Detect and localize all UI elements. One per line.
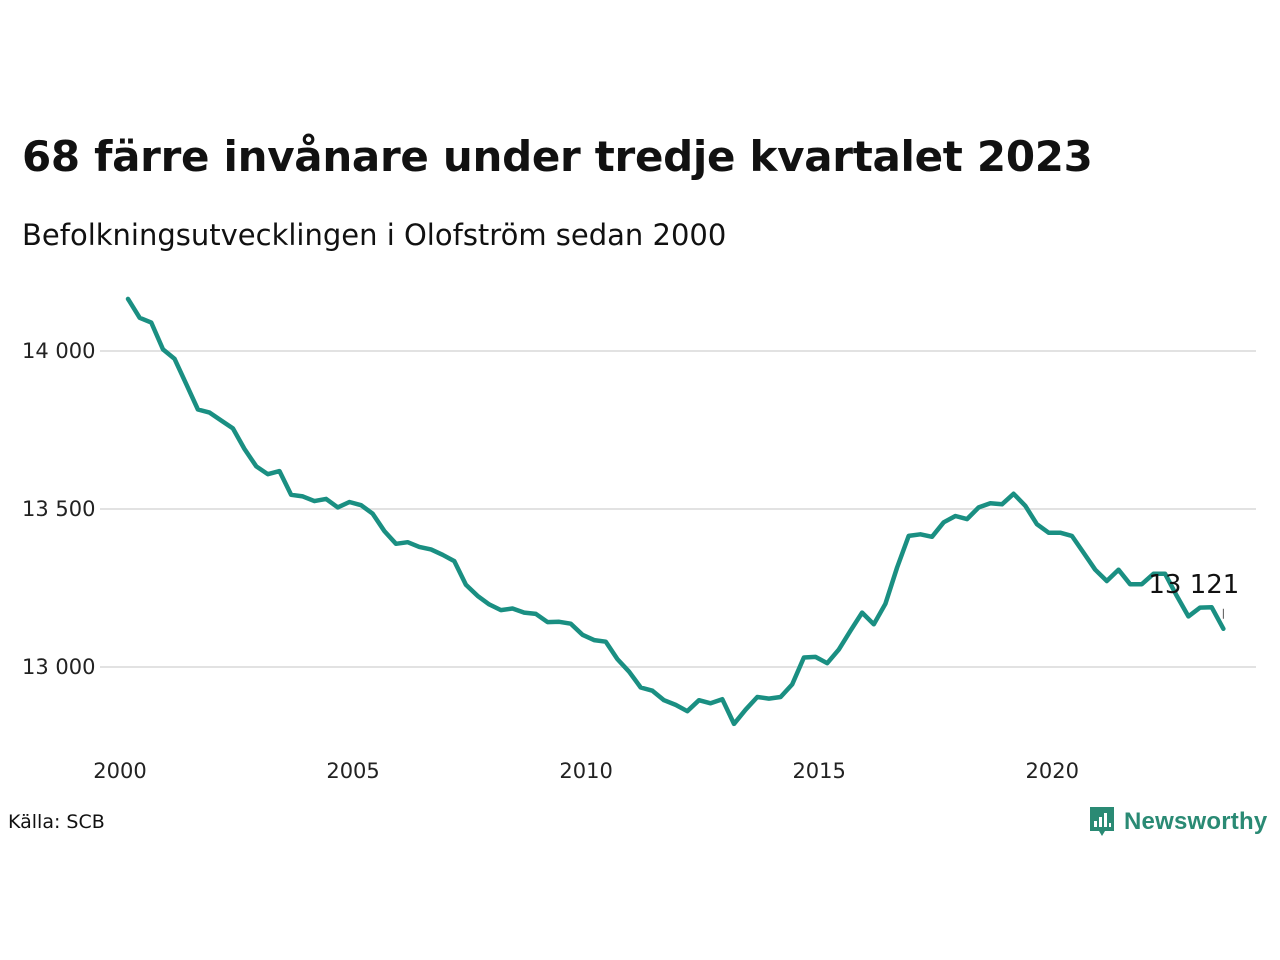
y-tick-label: 13 500 [22,497,95,521]
end-label-layer: 13 121 [1148,570,1239,619]
x-tick-label: 2020 [1026,759,1079,783]
x-tick-label: 2010 [559,759,612,783]
bar-chart-icon [1090,807,1114,836]
chart-title: 68 färre invånare under tredje kvartalet… [22,132,1093,181]
y-tick-label: 13 000 [22,655,95,679]
source-note: Källa: SCB [8,811,105,833]
x-tick-label: 2005 [326,759,379,783]
end-value-label: 13 121 [1148,570,1239,600]
newsworthy-logo[interactable]: Newsworthy [1088,804,1267,840]
y-tick-label: 14 000 [22,339,95,363]
grid-lines [100,350,1256,668]
brand-name: Newsworthy [1124,808,1268,835]
population-series-line [125,296,1226,727]
x-axis-ticks: 2000 2005 2010 2015 2020 [93,759,1079,783]
y-axis-ticks: 13 000 13 500 14 000 [22,339,95,679]
x-tick-label: 2015 [792,759,845,783]
chart-subtitle: Befolkningsutvecklingen i Olofström seda… [22,218,727,252]
x-tick-label: 2000 [93,759,146,783]
series-layer [125,296,1226,727]
